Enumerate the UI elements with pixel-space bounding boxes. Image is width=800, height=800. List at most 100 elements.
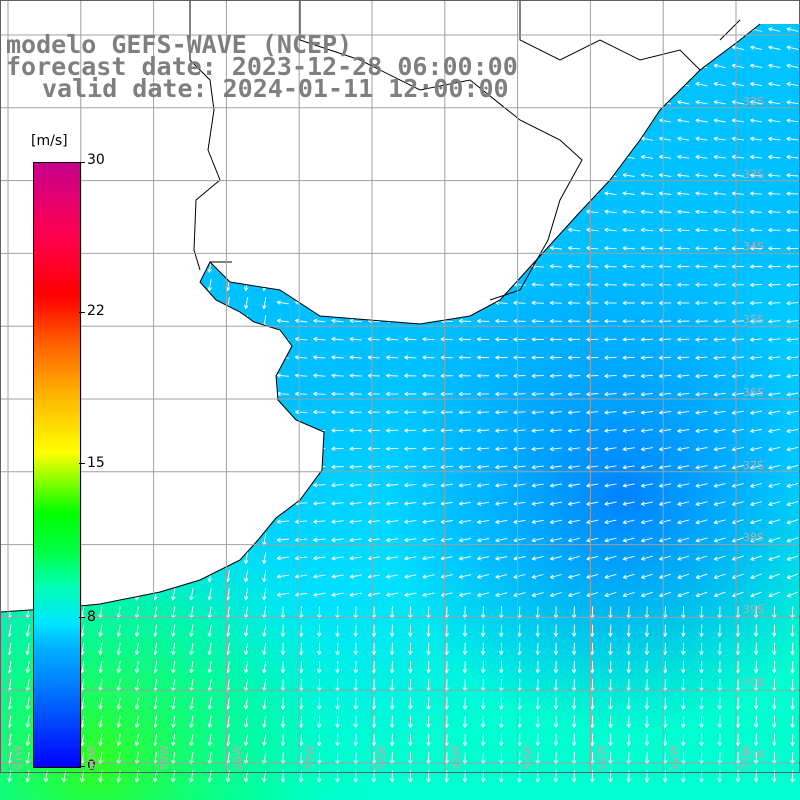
wind-arrow [499, 660, 504, 674]
wind-arrow [567, 428, 581, 433]
wind-arrow [116, 661, 121, 674]
lat-label: 35S [743, 313, 764, 326]
wind-arrow [440, 118, 453, 124]
wind-arrow [640, 319, 654, 324]
wind-arrow [408, 624, 413, 637]
wind-arrow [753, 642, 759, 656]
wind-arrow [171, 697, 176, 710]
wind-arrow [535, 697, 540, 710]
wind-arrow [731, 446, 744, 452]
wind-arrow [331, 136, 344, 142]
wind-arrow [568, 519, 581, 525]
wind-arrow [458, 592, 471, 597]
wind-arrow [677, 410, 690, 415]
wind-arrow [531, 227, 544, 233]
wind-arrow [98, 642, 103, 655]
wind-arrow [440, 519, 453, 525]
colorbar-tick-0: 0 [87, 758, 96, 774]
wind-arrow [189, 115, 194, 128]
wind-arrow [608, 642, 613, 656]
wind-arrow [786, 154, 799, 160]
wind-arrow [513, 537, 526, 543]
wind-arrow [495, 26, 508, 33]
wind-arrow [262, 479, 267, 492]
wind-arrow [404, 537, 417, 543]
wind-arrow [207, 333, 212, 346]
wind-arrow [458, 428, 472, 433]
wind-arrow [790, 715, 795, 728]
wind-arrow [604, 392, 617, 397]
wind-arrow [477, 45, 489, 51]
wind-arrow [495, 501, 508, 506]
wind-arrow [604, 465, 617, 470]
wind-arrow [495, 172, 508, 178]
wind-arrow [171, 715, 176, 728]
wind-arrow [586, 63, 599, 69]
wind-arrow [367, 300, 381, 305]
wind-arrow [386, 537, 399, 543]
wind-arrow [243, 479, 249, 492]
wind-arrow [586, 209, 599, 214]
wind-arrow [295, 190, 308, 196]
wind-arrow [426, 642, 431, 656]
wind-arrow [477, 154, 490, 160]
colorbar-gradient [33, 162, 81, 768]
wind-arrow [768, 519, 781, 525]
wind-arrow [713, 154, 726, 160]
wind-arrow [695, 300, 708, 306]
wind-arrow [477, 227, 490, 232]
wind-arrow [513, 45, 526, 51]
wind-arrow [313, 355, 326, 360]
wind-arrow [731, 173, 745, 178]
wind-arrow [586, 282, 599, 287]
wind-arrow [189, 570, 194, 583]
wind-arrow [404, 428, 417, 433]
wind-arrow [695, 282, 708, 288]
wind-arrow [768, 555, 781, 561]
wind-arrow [640, 465, 653, 470]
wind-arrow [440, 355, 453, 360]
wind-arrow [440, 483, 453, 488]
wind-arrow [571, 733, 577, 747]
wind-arrow [331, 118, 344, 124]
wind-arrow [422, 191, 435, 196]
wind-arrow [276, 318, 289, 324]
wind-arrow [750, 591, 762, 598]
wind-arrow [331, 190, 344, 196]
wind-arrow [731, 465, 744, 470]
wind-arrow [622, 27, 635, 33]
wind-arrow [495, 282, 508, 287]
wind-arrow [404, 245, 417, 251]
wind-arrow [495, 464, 508, 470]
wind-arrow [586, 483, 599, 488]
wind-arrow [768, 483, 781, 488]
wind-arrow [549, 574, 562, 579]
wind-arrow [458, 519, 471, 525]
wind-arrow [276, 373, 290, 378]
wind-arrow [116, 715, 121, 728]
wind-arrow [313, 336, 326, 342]
wind-arrow [640, 245, 654, 251]
wind-arrow [367, 574, 380, 579]
wind-arrow [440, 537, 453, 543]
wind-arrow [458, 337, 472, 342]
wind-arrow [243, 151, 249, 164]
wind-arrow [440, 209, 453, 214]
wind-arrow [385, 446, 399, 451]
wind-arrow [713, 100, 726, 105]
wind-arrow [549, 446, 563, 452]
wind-arrow [640, 118, 653, 123]
wind-arrow [349, 190, 362, 196]
wind-arrow [659, 537, 672, 543]
wind-arrow [568, 99, 581, 105]
wind-arrow [713, 45, 726, 51]
wind-arrow [658, 246, 672, 251]
wind-arrow [134, 715, 140, 728]
wind-arrow [367, 373, 381, 378]
wind-arrow [659, 81, 672, 87]
wind-arrow [313, 318, 326, 324]
wind-arrow [440, 45, 453, 51]
lat-label: 39S [743, 603, 764, 616]
wind-arrow [640, 573, 653, 579]
